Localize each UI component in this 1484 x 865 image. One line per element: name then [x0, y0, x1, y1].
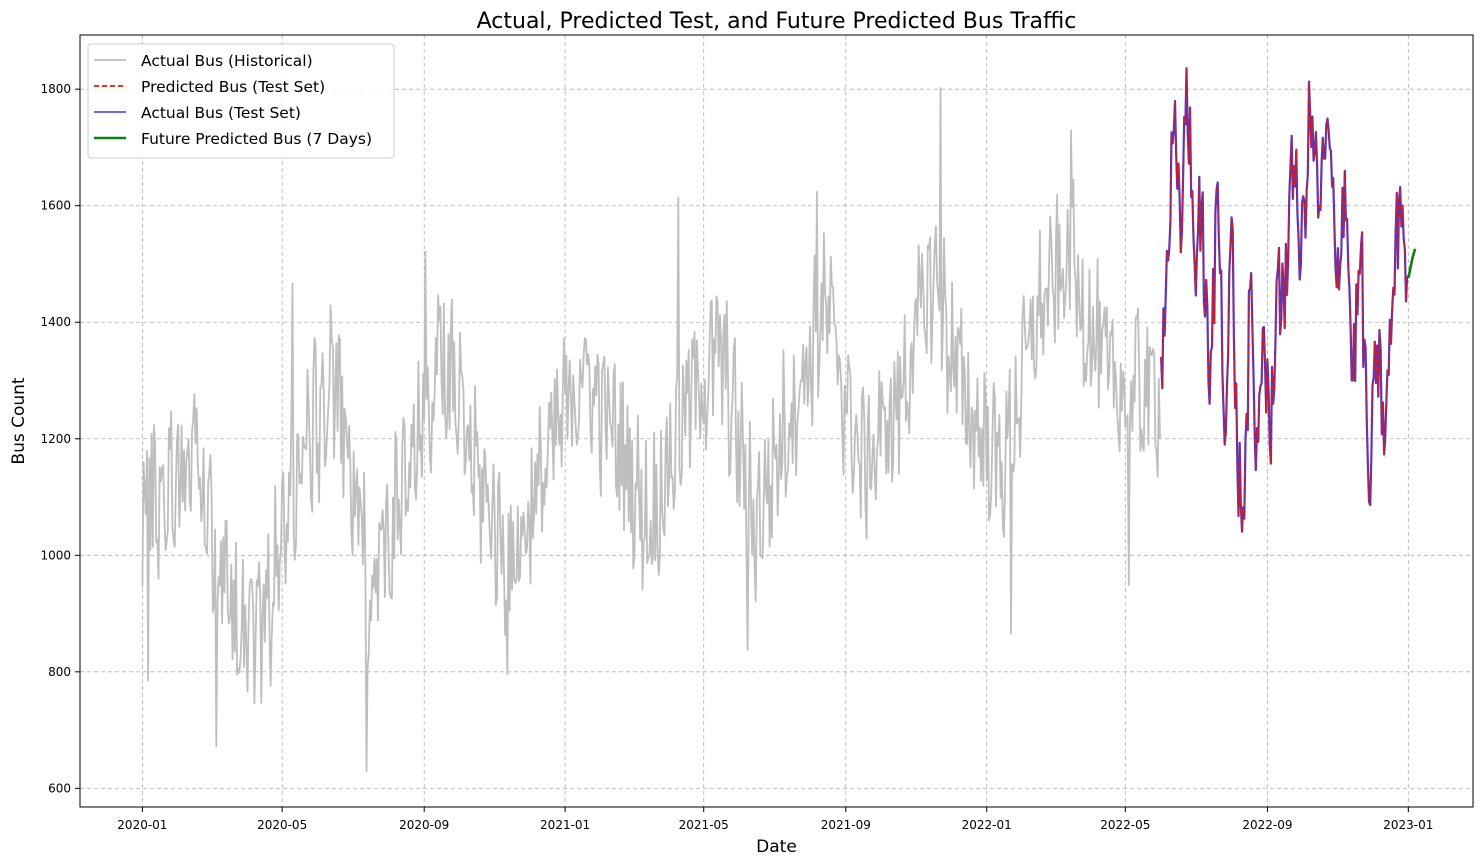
- x-tick-label: 2022-01: [962, 818, 1012, 832]
- x-tick-label: 2020-05: [257, 818, 307, 832]
- legend: Actual Bus (Historical) Predicted Bus (T…: [87, 43, 395, 159]
- y-tick-label: 1400: [40, 315, 71, 329]
- legend-label-actual-test: Actual Bus (Test Set): [141, 104, 301, 122]
- y-tick-label: 600: [48, 781, 71, 795]
- x-tick-label: 2022-09: [1242, 818, 1292, 832]
- legend-label-predicted-test: Predicted Bus (Test Set): [141, 78, 325, 96]
- x-axis-label: Date: [756, 837, 797, 857]
- x-tick-label: 2021-09: [821, 818, 871, 832]
- y-tick-label: 1200: [40, 432, 71, 446]
- y-axis-label: Bus Count: [9, 377, 29, 465]
- axis-ticks: 2020-01 2020-05 2020-09 2021-01 2021-05 2021-…: [40, 82, 1433, 832]
- chart-title: Actual, Predicted Test, and Future Predi…: [477, 9, 1077, 34]
- x-tick-label: 2020-01: [117, 818, 167, 832]
- plot-area: [141, 67, 1417, 773]
- x-tick-label: 2023-01: [1383, 818, 1433, 832]
- series-line-predicted-test: [1160, 67, 1408, 533]
- legend-box: [87, 43, 395, 159]
- legend-label-future: Future Predicted Bus (7 Days): [141, 130, 372, 148]
- series-line-historical: [141, 87, 1161, 773]
- y-tick-label: 1800: [40, 82, 71, 96]
- plot-frame: [79, 34, 1474, 808]
- x-tick-label: 2021-01: [540, 818, 590, 832]
- series-line-future: [1407, 248, 1417, 279]
- y-tick-label: 1000: [40, 548, 71, 562]
- x-tick-label: 2022-05: [1100, 818, 1150, 832]
- legend-label-historical: Actual Bus (Historical): [141, 52, 313, 70]
- y-tick-label: 800: [48, 665, 71, 679]
- y-tick-label: 1600: [40, 199, 71, 213]
- x-tick-label: 2020-09: [399, 818, 449, 832]
- x-tick-label: 2021-05: [679, 818, 729, 832]
